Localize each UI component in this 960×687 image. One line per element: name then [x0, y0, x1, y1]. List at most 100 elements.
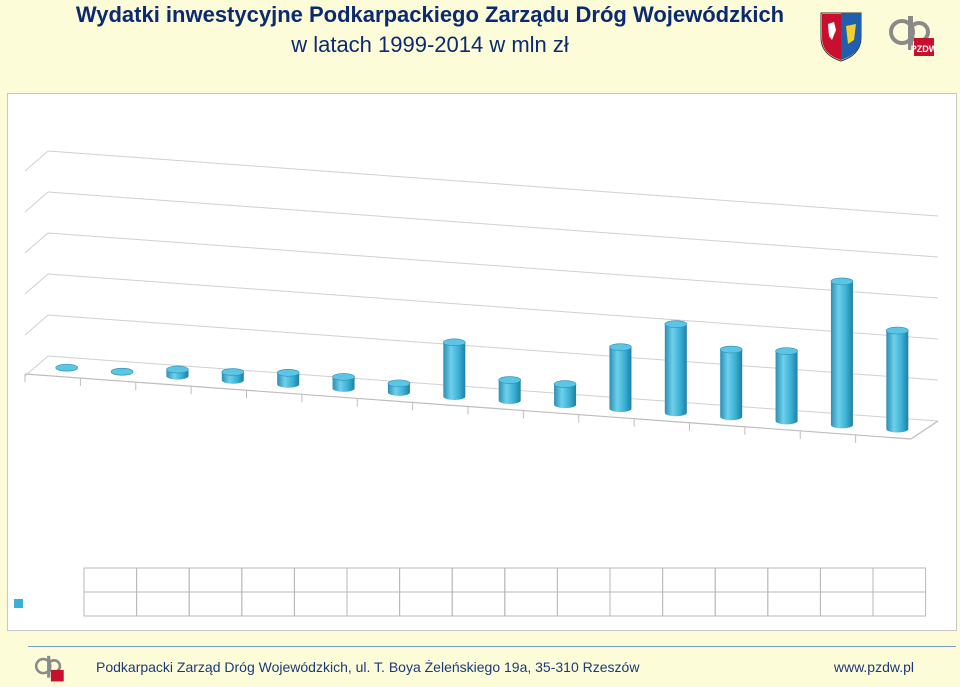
table-cell	[188, 567, 243, 593]
bar-11	[609, 343, 632, 413]
gridline-back	[47, 232, 939, 299]
bar-5	[276, 369, 300, 388]
table-cell	[556, 567, 611, 593]
table-cell	[872, 591, 927, 617]
table-cell	[662, 591, 716, 617]
table-cell	[83, 567, 138, 593]
chart-svg	[14, 150, 939, 617]
bar-cap	[332, 373, 355, 381]
table-cell	[293, 591, 348, 617]
table-cell	[293, 567, 348, 593]
gridline-back	[47, 355, 939, 422]
table-cell	[662, 567, 716, 593]
table-cell	[819, 567, 874, 593]
table-cell	[872, 567, 927, 593]
table-cell	[241, 567, 295, 593]
legend-swatch	[14, 599, 23, 608]
gridline-side	[24, 273, 49, 295]
table-cell	[556, 591, 611, 617]
bar-7	[387, 379, 411, 396]
bar-cap	[387, 379, 411, 388]
bar-cap	[55, 363, 78, 372]
bar-3	[166, 365, 189, 380]
title-line-1: Wydatki inwestycyjne Podkarpackiego Zarz…	[75, 2, 785, 27]
gridline-back	[47, 150, 939, 217]
gridline-back	[47, 191, 939, 258]
page-title: Wydatki inwestycyjne Podkarpackiego Zarz…	[0, 0, 860, 60]
pzdw-logo-icon: PZDW	[886, 10, 936, 60]
bar-10	[553, 380, 577, 409]
table-cell	[346, 591, 401, 617]
coat-of-arms-icon	[820, 12, 862, 62]
bar-6	[332, 373, 355, 392]
gridline-back	[47, 273, 939, 340]
bar-13	[719, 345, 743, 421]
bar-body	[554, 384, 577, 409]
bar-cap	[498, 376, 521, 384]
table-cell	[399, 591, 453, 617]
bar-14	[775, 347, 798, 425]
pzdw-footer-logo-icon	[34, 655, 64, 682]
bar-body	[830, 281, 853, 429]
bar-body	[498, 380, 521, 405]
bar-4	[221, 368, 245, 384]
table-cell	[188, 591, 243, 617]
svg-text:PZDW: PZDW	[911, 44, 936, 54]
bar-cap	[830, 277, 854, 286]
bar-cap	[276, 369, 300, 377]
bar-cap	[609, 343, 632, 351]
bar-body	[664, 324, 687, 417]
bar-cap	[166, 365, 189, 374]
footer-address: Podkarpacki Zarząd Dróg Wojewódzkich, ul…	[96, 659, 640, 675]
table-cell	[399, 567, 453, 593]
bar-8	[443, 338, 466, 400]
table-cell	[504, 591, 558, 617]
table-cell	[136, 567, 190, 593]
bar-body	[886, 330, 909, 433]
bar-body	[775, 351, 798, 425]
table-cell	[451, 567, 506, 593]
table-cell	[609, 591, 664, 617]
gridline-side	[24, 232, 49, 254]
title-line-2: w latach 1999-2014 w mln zł	[291, 32, 569, 57]
gridline-side	[24, 191, 49, 213]
bar-cap	[110, 367, 134, 376]
bar-cap	[443, 338, 466, 347]
bar-12	[664, 320, 688, 417]
bar-15	[830, 277, 854, 429]
table-cell	[136, 591, 190, 617]
table-cell	[714, 567, 769, 593]
footer-divider	[28, 646, 956, 647]
table-cell	[609, 567, 664, 593]
table-cell	[241, 591, 295, 617]
bar-body	[277, 372, 300, 388]
bar-16	[886, 326, 909, 433]
table-cell	[346, 567, 401, 593]
table-cell	[83, 591, 138, 617]
footer-website-link[interactable]: www.pzdw.pl	[833, 659, 914, 675]
bar-2	[110, 367, 134, 376]
bar-body	[720, 349, 743, 421]
data-table	[83, 567, 927, 617]
bar-body	[332, 376, 355, 392]
gridline-side	[24, 150, 49, 172]
table-cell	[767, 591, 821, 617]
table-cell	[767, 567, 821, 593]
bar-cap	[553, 380, 577, 388]
bar-cap	[221, 368, 245, 376]
bar-9	[498, 376, 521, 405]
bar-cap	[664, 320, 688, 328]
table-cell	[451, 591, 506, 617]
bar-body	[443, 342, 466, 400]
bar-cap	[775, 347, 798, 355]
table-cell	[504, 567, 558, 593]
gridline-side	[24, 314, 49, 336]
gridline-side	[24, 355, 49, 377]
table-cell	[714, 591, 769, 617]
bar-body	[609, 347, 632, 413]
bar-cap	[886, 326, 909, 335]
chart-area	[7, 93, 957, 631]
bar-1	[55, 363, 78, 372]
table-cell	[819, 591, 874, 617]
bar-cap	[719, 345, 743, 354]
